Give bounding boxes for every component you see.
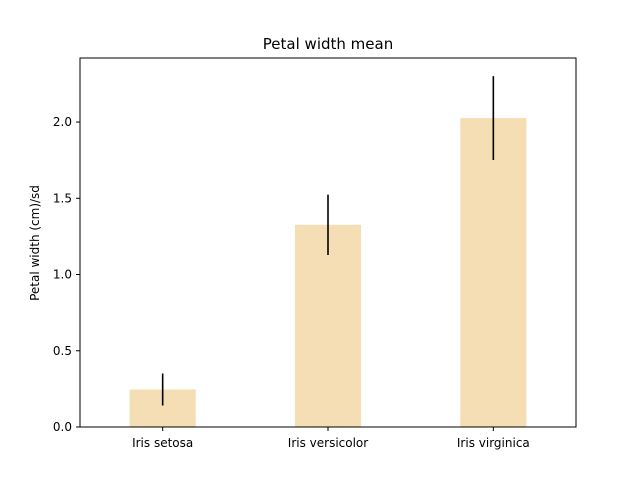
y-tick-label: 1.5 <box>53 191 72 205</box>
y-axis: 0.0 0.5 1.0 1.5 2.0 <box>53 115 80 434</box>
x-tick-label: Iris setosa <box>132 436 193 450</box>
y-tick-label: 1.0 <box>53 268 72 282</box>
x-axis: Iris setosa Iris versicolor Iris virginica <box>132 427 530 450</box>
bar-iris-versicolor <box>294 224 362 427</box>
plot-frame <box>79 57 577 428</box>
y-axis-label: Petal width (cm)/sd <box>28 185 42 301</box>
y-tick-label: 0.5 <box>53 344 72 358</box>
bars-group <box>129 118 527 428</box>
y-tick-label: 2.0 <box>53 115 72 129</box>
error-bars-group <box>161 76 495 406</box>
chart-title: Petal width mean <box>263 35 393 53</box>
bar-iris-virginica <box>460 118 527 428</box>
x-tick-label: Iris versicolor <box>288 436 368 450</box>
x-tick-label: Iris virginica <box>457 436 530 450</box>
y-tick-label: 0.0 <box>53 420 72 434</box>
